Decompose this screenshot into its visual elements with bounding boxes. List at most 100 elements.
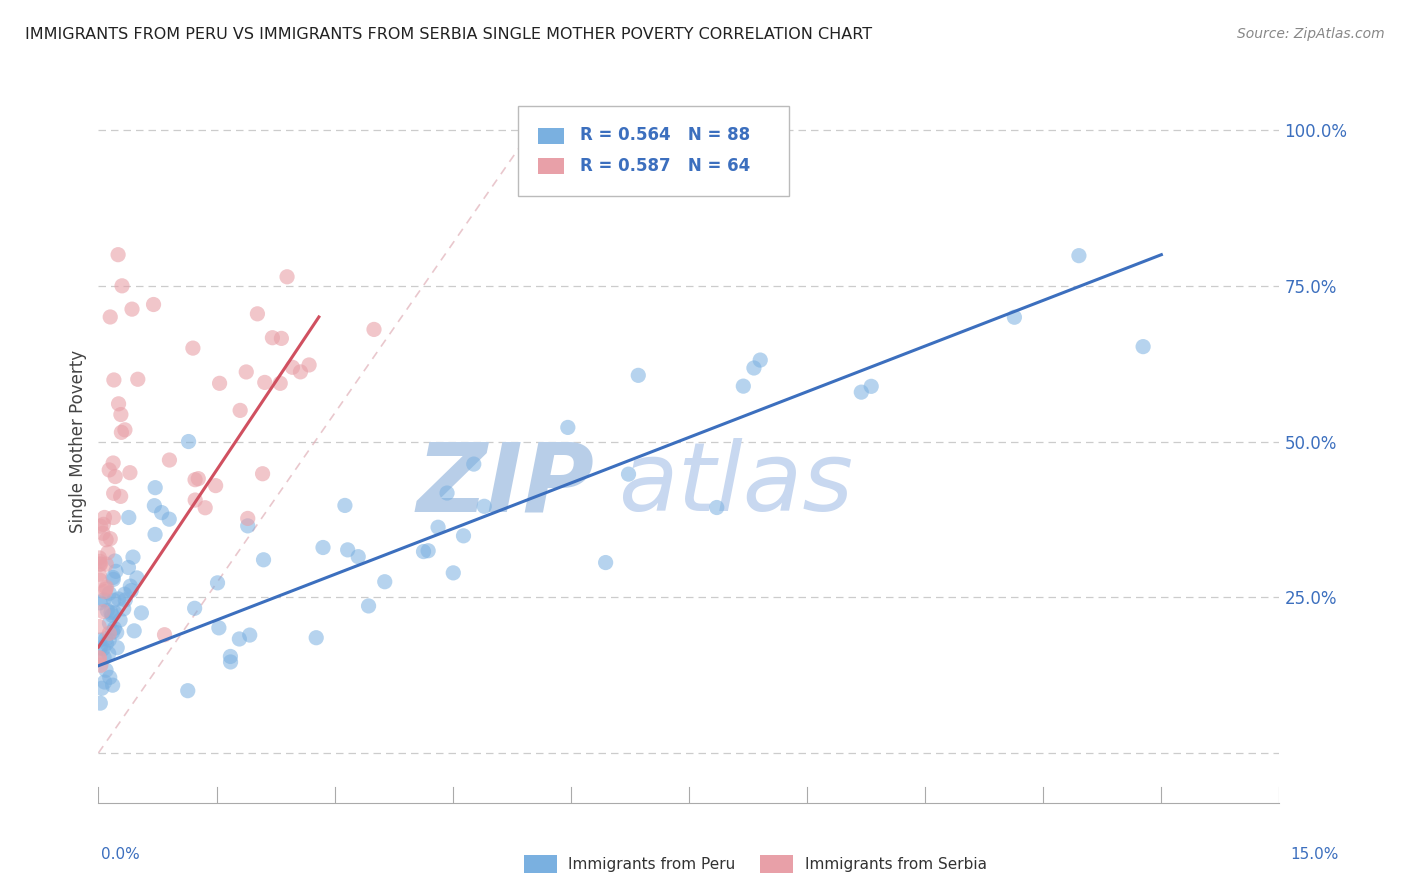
Point xyxy=(98,463,121,477)
Point xyxy=(89,551,111,566)
Point xyxy=(177,683,200,698)
Point xyxy=(236,519,259,533)
Point xyxy=(312,541,335,555)
Point xyxy=(246,307,269,321)
Text: Immigrants from Serbia: Immigrants from Serbia xyxy=(804,856,987,871)
Text: R = 0.564   N = 88: R = 0.564 N = 88 xyxy=(581,126,751,145)
Point xyxy=(262,331,284,345)
Point xyxy=(333,499,356,513)
Point xyxy=(441,566,464,580)
Text: 15.0%: 15.0% xyxy=(1291,847,1339,862)
Y-axis label: Single Mother Poverty: Single Mother Poverty xyxy=(69,350,87,533)
Point xyxy=(706,500,728,515)
Point xyxy=(97,647,120,661)
Point xyxy=(463,457,485,471)
Point xyxy=(93,593,115,607)
Point xyxy=(114,423,136,437)
Point xyxy=(90,681,112,696)
Point xyxy=(228,632,250,646)
Point xyxy=(114,587,136,601)
Point xyxy=(187,472,209,486)
Point xyxy=(108,613,131,627)
Point xyxy=(89,557,111,571)
Text: Source: ZipAtlas.com: Source: ZipAtlas.com xyxy=(1237,27,1385,41)
Point xyxy=(252,553,274,567)
Point xyxy=(94,533,117,547)
Point xyxy=(253,376,276,390)
Point xyxy=(143,499,166,513)
Point xyxy=(125,571,148,585)
Point xyxy=(157,512,180,526)
Point xyxy=(107,397,129,411)
Point xyxy=(184,473,207,487)
Point xyxy=(104,554,127,568)
Point xyxy=(127,372,149,386)
Point xyxy=(236,511,259,525)
Point xyxy=(98,532,121,546)
Point xyxy=(104,606,127,620)
Point xyxy=(98,626,121,640)
Point xyxy=(94,632,117,646)
Point xyxy=(204,478,226,492)
FancyBboxPatch shape xyxy=(537,158,564,174)
Point xyxy=(89,554,111,568)
Point xyxy=(105,640,128,655)
Point xyxy=(281,360,304,375)
Point xyxy=(107,591,129,606)
Point xyxy=(98,310,121,324)
Point xyxy=(89,696,111,710)
Point xyxy=(89,557,111,571)
Point xyxy=(412,544,434,558)
Point xyxy=(96,557,118,571)
Point xyxy=(93,675,115,690)
Point xyxy=(143,527,166,541)
Point xyxy=(112,602,135,616)
Point xyxy=(101,624,124,639)
Point xyxy=(94,663,117,677)
Point xyxy=(101,608,124,623)
Point xyxy=(100,606,122,620)
Point xyxy=(159,453,181,467)
Point xyxy=(183,601,205,615)
Point xyxy=(93,510,115,524)
Point xyxy=(107,248,129,262)
Point xyxy=(270,331,292,345)
Point xyxy=(98,616,121,631)
FancyBboxPatch shape xyxy=(537,128,564,144)
Point xyxy=(207,575,229,590)
Point xyxy=(94,584,117,599)
Point xyxy=(363,322,385,336)
Point xyxy=(103,573,125,587)
Point xyxy=(90,658,112,673)
Point xyxy=(101,678,124,692)
Point xyxy=(336,542,359,557)
Point xyxy=(121,302,143,317)
Point xyxy=(122,624,145,638)
Point xyxy=(103,593,125,607)
Point xyxy=(98,586,121,600)
Point xyxy=(269,376,291,391)
Point xyxy=(97,545,120,559)
Point xyxy=(229,403,252,417)
Point xyxy=(120,579,142,593)
Point xyxy=(91,641,114,656)
Point xyxy=(143,481,166,495)
Point xyxy=(105,625,128,640)
Point xyxy=(111,278,134,293)
Point xyxy=(131,606,153,620)
Point xyxy=(96,636,118,650)
Point xyxy=(93,517,115,532)
Point xyxy=(617,467,640,482)
Point xyxy=(177,434,200,449)
Point xyxy=(181,341,204,355)
Point xyxy=(860,379,883,393)
Text: ZIP: ZIP xyxy=(416,438,595,532)
Point xyxy=(749,353,772,368)
Point xyxy=(374,574,396,589)
Point xyxy=(595,556,617,570)
Point xyxy=(472,500,495,514)
Point xyxy=(208,376,231,391)
FancyBboxPatch shape xyxy=(523,855,557,873)
Point xyxy=(114,593,136,607)
Point xyxy=(89,651,111,665)
